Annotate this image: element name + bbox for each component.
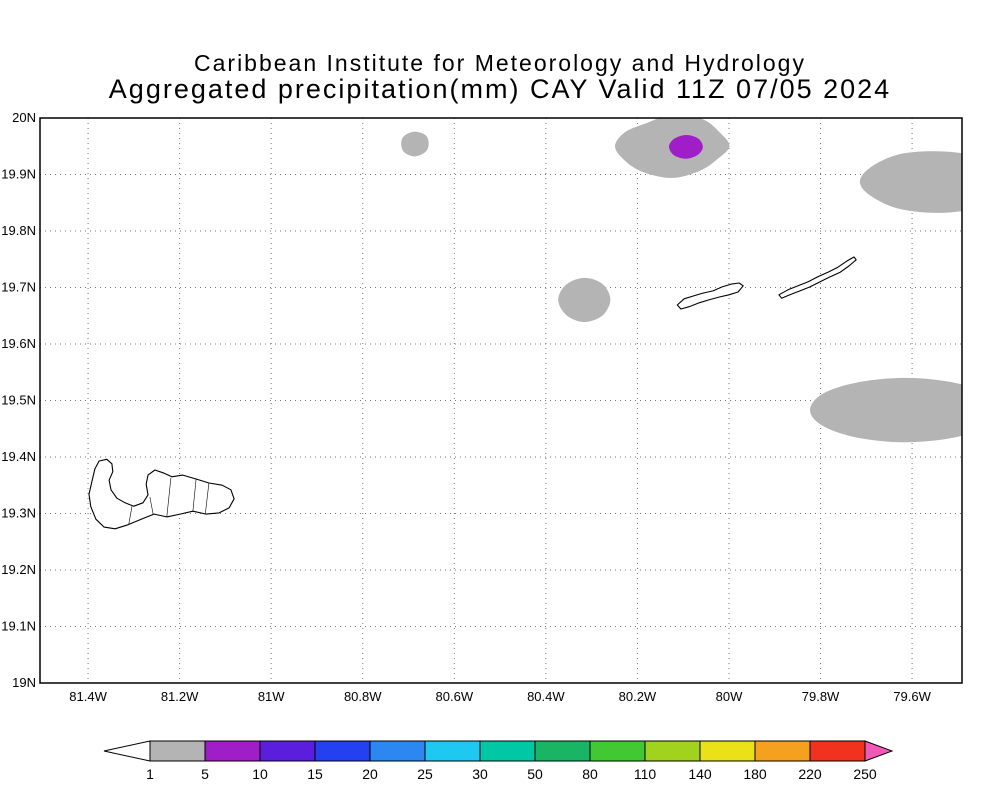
colorbar-segment — [259, 740, 316, 762]
colorbar-segment — [149, 740, 206, 762]
colorbar-segment — [699, 740, 756, 762]
y-axis-tick-label: 19N — [12, 675, 36, 690]
plot-border — [39, 117, 963, 684]
y-axis-tick-label: 19.4N — [1, 449, 36, 464]
island-district-line — [205, 482, 210, 515]
island-district-line — [128, 506, 133, 525]
island-district-line — [149, 497, 154, 515]
colorbar-segment — [644, 740, 701, 762]
y-axis-tick-label: 19.6N — [1, 336, 36, 351]
colorbar-segment — [754, 740, 811, 762]
colorbar-below-min-arrow — [103, 740, 151, 762]
y-axis-tick-label: 19.8N — [1, 223, 36, 238]
colorbar-tick-label: 5 — [201, 766, 209, 782]
colorbar-segment — [479, 740, 536, 762]
colorbar-segment — [534, 740, 591, 762]
colorbar-tick-label: 50 — [527, 766, 543, 782]
x-axis-tick-label: 81.2W — [161, 689, 199, 704]
precip-region-small-cell-north-80p7w — [401, 131, 429, 157]
colorbar-segment — [369, 740, 426, 762]
x-axis-tick-label: 81W — [258, 689, 285, 704]
y-axis-tick-label: 19.7N — [1, 280, 36, 295]
y-axis-tick-label: 20N — [12, 110, 36, 125]
colorbar-segment — [424, 740, 481, 762]
y-axis-tick-label: 19.1N — [1, 619, 36, 634]
colorbar-segment — [204, 740, 261, 762]
x-axis-tick-label: 79.8W — [802, 689, 840, 704]
precip-region-core-north-80p1w — [669, 134, 703, 159]
y-axis-tick-label: 19.5N — [1, 393, 36, 408]
colorbar-tick-label: 30 — [472, 766, 488, 782]
colorbar-tick-label: 80 — [582, 766, 598, 782]
colorbar-tick-label: 220 — [798, 766, 822, 782]
colorbar-tick-label: 20 — [362, 766, 378, 782]
colorbar-tick-label: 140 — [688, 766, 712, 782]
x-axis-tick-label: 80.6W — [436, 689, 474, 704]
colorbar-tick-label: 110 — [634, 766, 657, 782]
x-axis-tick-label: 80W — [716, 689, 743, 704]
colorbar-tick-label: 25 — [417, 766, 433, 782]
island-district-line — [192, 478, 197, 512]
plot-title: Aggregated precipitation(mm) CAY Valid 1… — [108, 74, 892, 104]
y-axis-tick-label: 19.2N — [1, 562, 36, 577]
precip-region-cell-northeast-edge — [859, 151, 962, 213]
colorbar-tick-label: 180 — [743, 766, 767, 782]
island-outline-grand-cayman — [88, 458, 235, 530]
x-axis-tick-label: 81.4W — [69, 689, 107, 704]
precip-region-cell-southeast-edge — [810, 377, 962, 443]
y-axis-tick-label: 19.9N — [1, 167, 36, 182]
x-axis-tick-label: 80.2W — [619, 689, 657, 704]
island-district-line — [166, 477, 172, 517]
colorbar-above-max-arrow — [864, 740, 894, 762]
colorbar-tick-label: 250 — [853, 766, 877, 782]
colorbar-segment — [589, 740, 646, 762]
colorbar-tick-label: 1 — [146, 766, 154, 782]
colorbar-tick-label: 10 — [252, 766, 268, 782]
y-axis-tick-label: 19.3N — [1, 506, 36, 521]
colorbar-segment — [314, 740, 371, 762]
x-axis-tick-label: 79.6W — [893, 689, 931, 704]
org-title: Caribbean Institute for Meteorology and … — [194, 50, 806, 76]
colorbar-segment — [809, 740, 866, 762]
island-outline-cayman-brac — [778, 256, 857, 299]
colorbar-tick-label: 15 — [307, 766, 323, 782]
island-outline-little-cayman — [676, 282, 744, 310]
x-axis-tick-label: 80.4W — [527, 689, 565, 704]
precip-region-cell-central-80p3w — [558, 277, 611, 323]
x-axis-tick-label: 80.8W — [344, 689, 382, 704]
plot-area — [40, 118, 962, 683]
